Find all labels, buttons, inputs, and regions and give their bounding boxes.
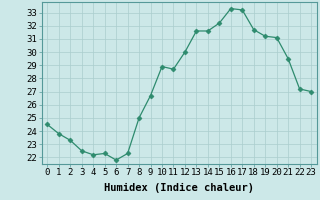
X-axis label: Humidex (Indice chaleur): Humidex (Indice chaleur) bbox=[104, 183, 254, 193]
